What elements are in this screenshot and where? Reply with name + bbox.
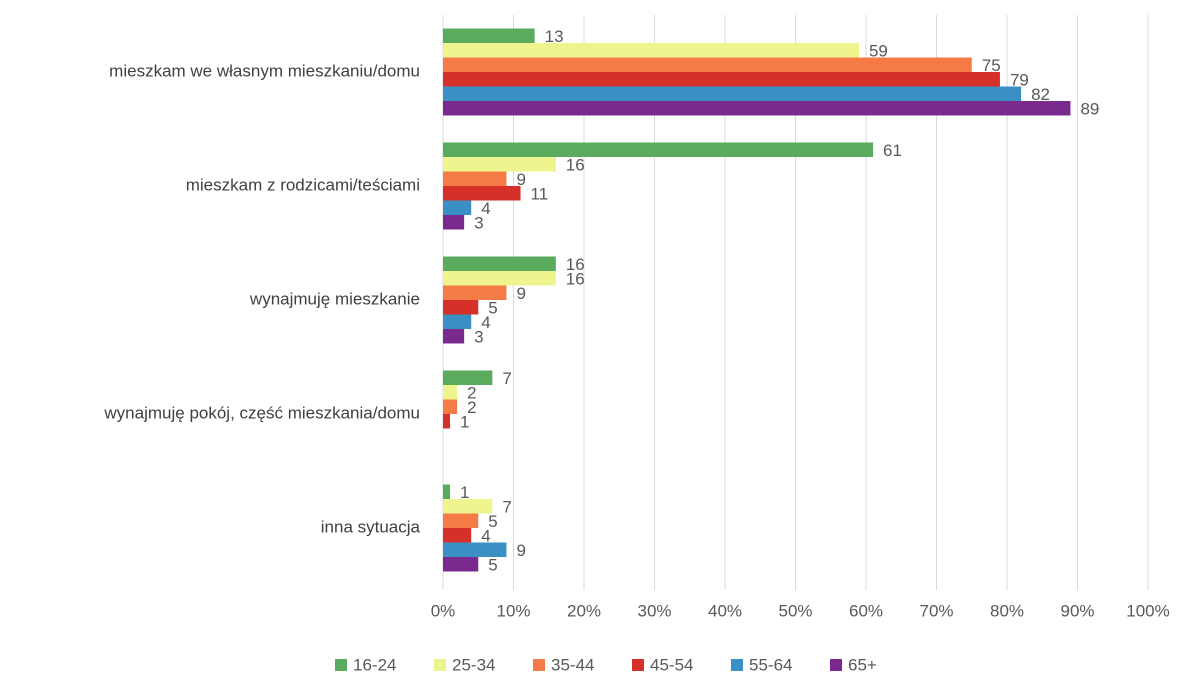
bar [443, 542, 507, 557]
legend-label: 25-34 [452, 655, 495, 674]
data-label: 4 [481, 199, 490, 218]
data-label: 59 [869, 42, 888, 61]
legend-swatch [434, 659, 446, 671]
data-label: 4 [481, 527, 490, 546]
bar [443, 28, 535, 43]
data-label: 9 [516, 170, 525, 189]
data-label: 61 [883, 141, 902, 160]
bar [443, 484, 451, 499]
data-label: 5 [488, 556, 497, 575]
legend-label: 45-54 [650, 655, 693, 674]
bar [443, 200, 472, 215]
legend-label: 65+ [848, 655, 877, 674]
x-tick-label: 50% [778, 601, 812, 620]
x-tick-label: 20% [567, 601, 601, 620]
bar [443, 314, 472, 329]
data-label: 5 [488, 512, 497, 531]
data-label: 82 [1031, 85, 1050, 104]
legend-label: 55-64 [749, 655, 792, 674]
x-tick-label: 80% [990, 601, 1024, 620]
data-label: 3 [474, 214, 483, 233]
bar [443, 300, 479, 315]
data-label: 7 [502, 369, 511, 388]
bar [443, 186, 521, 201]
data-label: 11 [531, 185, 549, 204]
category-label: mieszkam z rodzicami/teściami [186, 175, 420, 194]
bar [443, 142, 874, 157]
x-tick-label: 60% [849, 601, 883, 620]
legend-swatch [830, 659, 842, 671]
bar [443, 271, 556, 286]
legend-swatch [731, 659, 743, 671]
bar [443, 43, 859, 58]
data-label: 3 [474, 328, 483, 347]
data-label: 13 [545, 27, 564, 46]
bar [443, 385, 458, 400]
bar [443, 157, 556, 172]
bar [443, 399, 458, 414]
data-label: 7 [502, 498, 511, 517]
data-label: 1 [460, 483, 469, 502]
category-label: mieszkam we własnym mieszkaniu/domu [109, 61, 420, 80]
category-label: wynajmuję pokój, część mieszkania/domu [103, 403, 420, 422]
data-label: 2 [467, 398, 476, 417]
data-label: 4 [481, 313, 490, 332]
x-tick-label: 0% [431, 601, 456, 620]
bar [443, 256, 556, 271]
x-tick-label: 10% [496, 601, 530, 620]
data-label: 9 [516, 541, 525, 560]
x-tick-label: 70% [919, 601, 953, 620]
legend-label: 35-44 [551, 655, 594, 674]
category-label: inna sytuacja [321, 517, 421, 536]
x-tick-label: 90% [1060, 601, 1094, 620]
data-label: 9 [516, 284, 525, 303]
data-label: 89 [1080, 100, 1099, 119]
bar [443, 414, 451, 429]
category-label: wynajmuję mieszkanie [249, 289, 420, 308]
legend-swatch [632, 659, 644, 671]
data-label: 5 [488, 299, 497, 318]
bar [443, 557, 479, 572]
bar [443, 499, 493, 514]
x-tick-label: 100% [1126, 601, 1169, 620]
data-label: 1 [460, 413, 469, 432]
data-label: 2 [467, 384, 476, 403]
bar [443, 57, 972, 72]
x-tick-label: 40% [708, 601, 742, 620]
data-label: 75 [982, 56, 1001, 75]
data-label: 16 [566, 156, 585, 175]
data-label: 16 [566, 270, 585, 289]
bar [443, 285, 507, 300]
bar [443, 86, 1022, 101]
bar [443, 370, 493, 385]
legend-swatch [335, 659, 347, 671]
legend-swatch [533, 659, 545, 671]
x-tick-label: 30% [637, 601, 671, 620]
bar [443, 329, 465, 344]
bar [443, 101, 1071, 116]
bar [443, 528, 472, 543]
bar [443, 72, 1000, 87]
data-label: 16 [566, 255, 585, 274]
bar [443, 513, 479, 528]
data-label: 79 [1010, 71, 1029, 90]
legend-label: 16-24 [353, 655, 396, 674]
bar [443, 171, 507, 186]
bar [443, 215, 465, 230]
